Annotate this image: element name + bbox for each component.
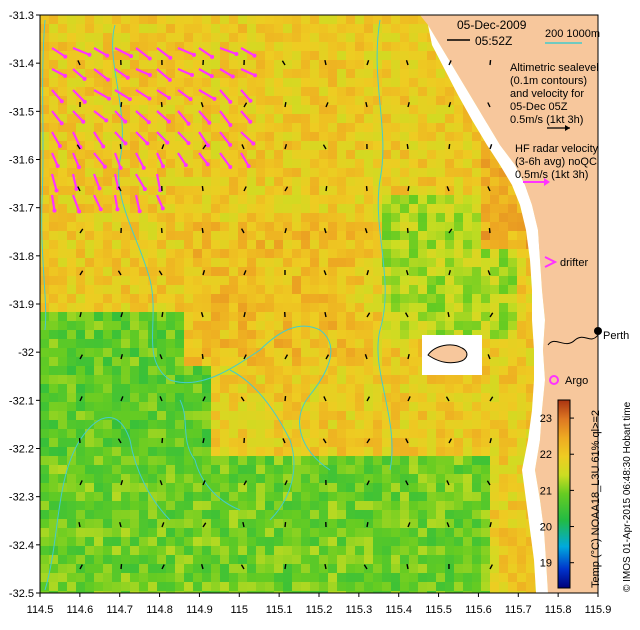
lon-tick-label: 115.6 (465, 604, 492, 616)
hf-radar-vectors (50, 46, 258, 214)
lon-tick-label: 115.3 (345, 604, 372, 616)
altimetry-scale-arrowhead (565, 125, 570, 131)
longitude-axis: 114.5 114.6 114.7 114.8 114.9 115 115.1 115.2 11… (27, 593, 612, 616)
colorbar-title: Temp (°C) NOAA18_L3U 61% ql>=2 (590, 410, 602, 588)
colorbar-ticks: 19 20 21 22 23 (540, 413, 574, 570)
hf-line-1: HF radar velocity (515, 143, 599, 155)
lat-tick-label: -32.4 (9, 540, 34, 552)
colorbar-tick-label: 23 (540, 413, 552, 425)
lon-tick-label: 115.7 (505, 604, 532, 616)
lon-tick-label: 115.8 (545, 604, 572, 616)
credit-text: © IMOS 01-Apr-2015 06:48:30 Hobart time (622, 401, 633, 592)
lat-tick-label: -32.1 (9, 395, 34, 407)
lat-tick-label: -31.5 (9, 106, 34, 118)
lat-tick-label: -31.9 (9, 299, 34, 311)
altimetry-line-1: Altimetric sealevel (510, 62, 599, 74)
map-time: 05:52Z (475, 34, 512, 48)
argo-marker: Argo (549, 375, 588, 387)
hf-line-2: (3-6h avg) noQC (515, 156, 597, 168)
lon-tick-label: 115.5 (425, 604, 452, 616)
drifter-legend: drifter (544, 256, 588, 269)
bathymetry-contours (41, 19, 393, 591)
land-area (420, 15, 598, 593)
lon-tick-label: 114.7 (106, 604, 133, 616)
lat-tick-label: -31.3 (9, 10, 34, 22)
perth-marker: Perth (547, 327, 629, 346)
altimetry-line-2: (0.1m contours) (510, 75, 587, 87)
temperature-colorbar: 19 20 21 22 23 Temp (°C) NOAA18_L3U 61% ql>=… (540, 399, 602, 589)
lon-tick-label: 115.9 (585, 604, 612, 616)
hf-scale-arrowhead (544, 178, 550, 186)
altimetry-line-3: and velocity for (510, 88, 584, 100)
lon-tick-label: 115.2 (306, 604, 333, 616)
hf-radar-legend: HF radar velocity (3-6h avg) noQC 0.5m/s… (515, 143, 599, 186)
perth-label: Perth (603, 330, 629, 342)
drifter-marker (544, 256, 558, 268)
lat-tick-label: -31.8 (9, 251, 34, 263)
lon-tick-label: 114.9 (186, 604, 213, 616)
altimetry-line-4: 05-Dec 05Z (510, 101, 568, 113)
lat-tick-label: -32.2 (9, 444, 34, 456)
lon-tick-label: 115.4 (385, 604, 412, 616)
lat-tick-label: -31.6 (9, 155, 34, 167)
island-shape (427, 344, 468, 364)
map-date: 05-Dec-2009 (457, 18, 527, 32)
swan-river (547, 334, 599, 346)
argo-circle (549, 375, 559, 385)
lat-tick-label: -32 (18, 347, 34, 359)
perth-dot (594, 327, 602, 335)
lon-tick-label: 114.6 (66, 604, 93, 616)
colorbar-tick-label: 20 (540, 522, 552, 534)
rottnest-island (422, 335, 482, 375)
lon-tick-label: 115 (231, 604, 249, 616)
lon-tick-label: 114.5 (27, 604, 54, 616)
colorbar-ramp (557, 399, 571, 589)
hf-line-3: 0.5m/s (1kt 3h) (515, 169, 588, 181)
drifter-label: drifter (560, 257, 588, 269)
lon-tick-label: 114.8 (146, 604, 173, 616)
colorbar-tick-label: 19 (540, 558, 552, 570)
altimetry-legend: Altimetric sealevel (0.1m contours) and … (510, 62, 599, 131)
lat-tick-label: -31.7 (9, 203, 34, 215)
lat-tick-label: -32.5 (9, 588, 34, 600)
latitude-axis: -31.3 -31.4 -31.5 -31.6 -31.7 -31.8 -31.9 -32 -3… (9, 10, 40, 600)
altimetry-line-5: 0.5m/s (1kt 3h) (510, 114, 583, 126)
lat-tick-label: -31.4 (9, 58, 34, 70)
coastal-no-data-band (428, 25, 548, 593)
altimetry-velocity-vectors (76, 59, 494, 570)
argo-label: Argo (565, 375, 588, 387)
colorbar-tick-label: 21 (540, 485, 552, 497)
lat-tick-label: -32.3 (9, 492, 34, 504)
depth-legend-label: 200 1000m (545, 28, 600, 40)
lon-tick-label: 115.1 (266, 604, 293, 616)
colorbar-tick-label: 22 (540, 449, 552, 461)
